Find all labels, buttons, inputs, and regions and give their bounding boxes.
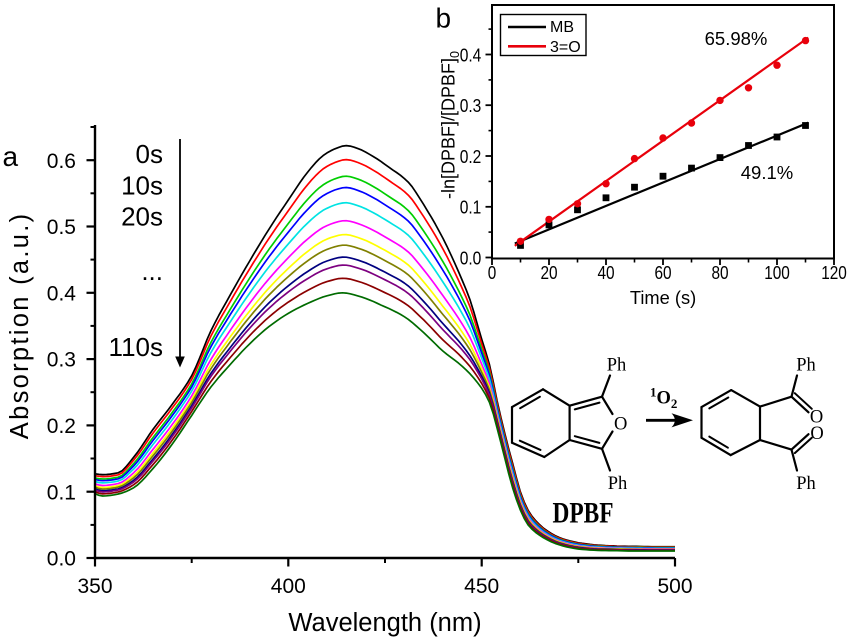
svg-text:0s: 0s bbox=[136, 139, 163, 169]
svg-text:a: a bbox=[3, 141, 19, 172]
svg-text:450: 450 bbox=[464, 575, 499, 598]
svg-text:DPBF: DPBF bbox=[553, 497, 614, 530]
svg-text:60: 60 bbox=[654, 262, 671, 283]
svg-text:0.1: 0.1 bbox=[460, 197, 482, 218]
svg-text:Absorption (a.u.): Absorption (a.u.) bbox=[6, 212, 34, 440]
svg-text:0.4: 0.4 bbox=[460, 44, 482, 65]
svg-text:0.3: 0.3 bbox=[460, 95, 482, 116]
svg-text:49.1%: 49.1% bbox=[741, 162, 793, 183]
svg-text:0.3: 0.3 bbox=[47, 349, 76, 372]
svg-text:0.2: 0.2 bbox=[460, 146, 482, 167]
svg-text:3=O: 3=O bbox=[550, 39, 581, 56]
svg-text:-ln[DPBF]/[DPBF]0: -ln[DPBF]/[DPBF]0 bbox=[438, 51, 462, 199]
svg-text:0.2: 0.2 bbox=[47, 415, 76, 438]
svg-text:Wavelength (nm): Wavelength (nm) bbox=[288, 609, 481, 637]
svg-text:40: 40 bbox=[597, 262, 614, 283]
svg-text:MB: MB bbox=[550, 19, 574, 36]
svg-text:20s: 20s bbox=[121, 202, 163, 232]
svg-text:65.98%: 65.98% bbox=[705, 28, 768, 49]
svg-text:Time (s): Time (s) bbox=[630, 287, 696, 308]
svg-text:20: 20 bbox=[540, 262, 557, 283]
svg-text:120: 120 bbox=[821, 262, 847, 283]
svg-text:0.4: 0.4 bbox=[47, 282, 77, 305]
svg-text:80: 80 bbox=[711, 262, 728, 283]
svg-text:Ph: Ph bbox=[796, 356, 816, 376]
svg-text:1O2: 1O2 bbox=[650, 384, 677, 411]
svg-text:350: 350 bbox=[77, 575, 112, 598]
svg-text:O: O bbox=[810, 407, 823, 427]
svg-text:100: 100 bbox=[764, 262, 790, 283]
svg-text:O: O bbox=[614, 415, 627, 435]
svg-text:Ph: Ph bbox=[607, 356, 627, 376]
svg-text:Ph: Ph bbox=[796, 474, 816, 494]
svg-text:0.6: 0.6 bbox=[47, 150, 76, 173]
svg-text:110s: 110s bbox=[109, 332, 163, 362]
svg-text:0.0: 0.0 bbox=[47, 548, 76, 571]
svg-text:500: 500 bbox=[657, 575, 692, 598]
svg-text:0.0: 0.0 bbox=[460, 247, 482, 268]
svg-text:0.1: 0.1 bbox=[47, 481, 76, 504]
svg-text:O: O bbox=[810, 424, 823, 444]
svg-text:400: 400 bbox=[271, 575, 306, 598]
svg-text:b: b bbox=[436, 3, 452, 34]
svg-text:0: 0 bbox=[488, 262, 497, 283]
svg-text:0.5: 0.5 bbox=[47, 216, 76, 239]
svg-text:10s: 10s bbox=[121, 171, 163, 201]
svg-text:...: ... bbox=[141, 256, 163, 286]
svg-text:Ph: Ph bbox=[608, 474, 628, 494]
